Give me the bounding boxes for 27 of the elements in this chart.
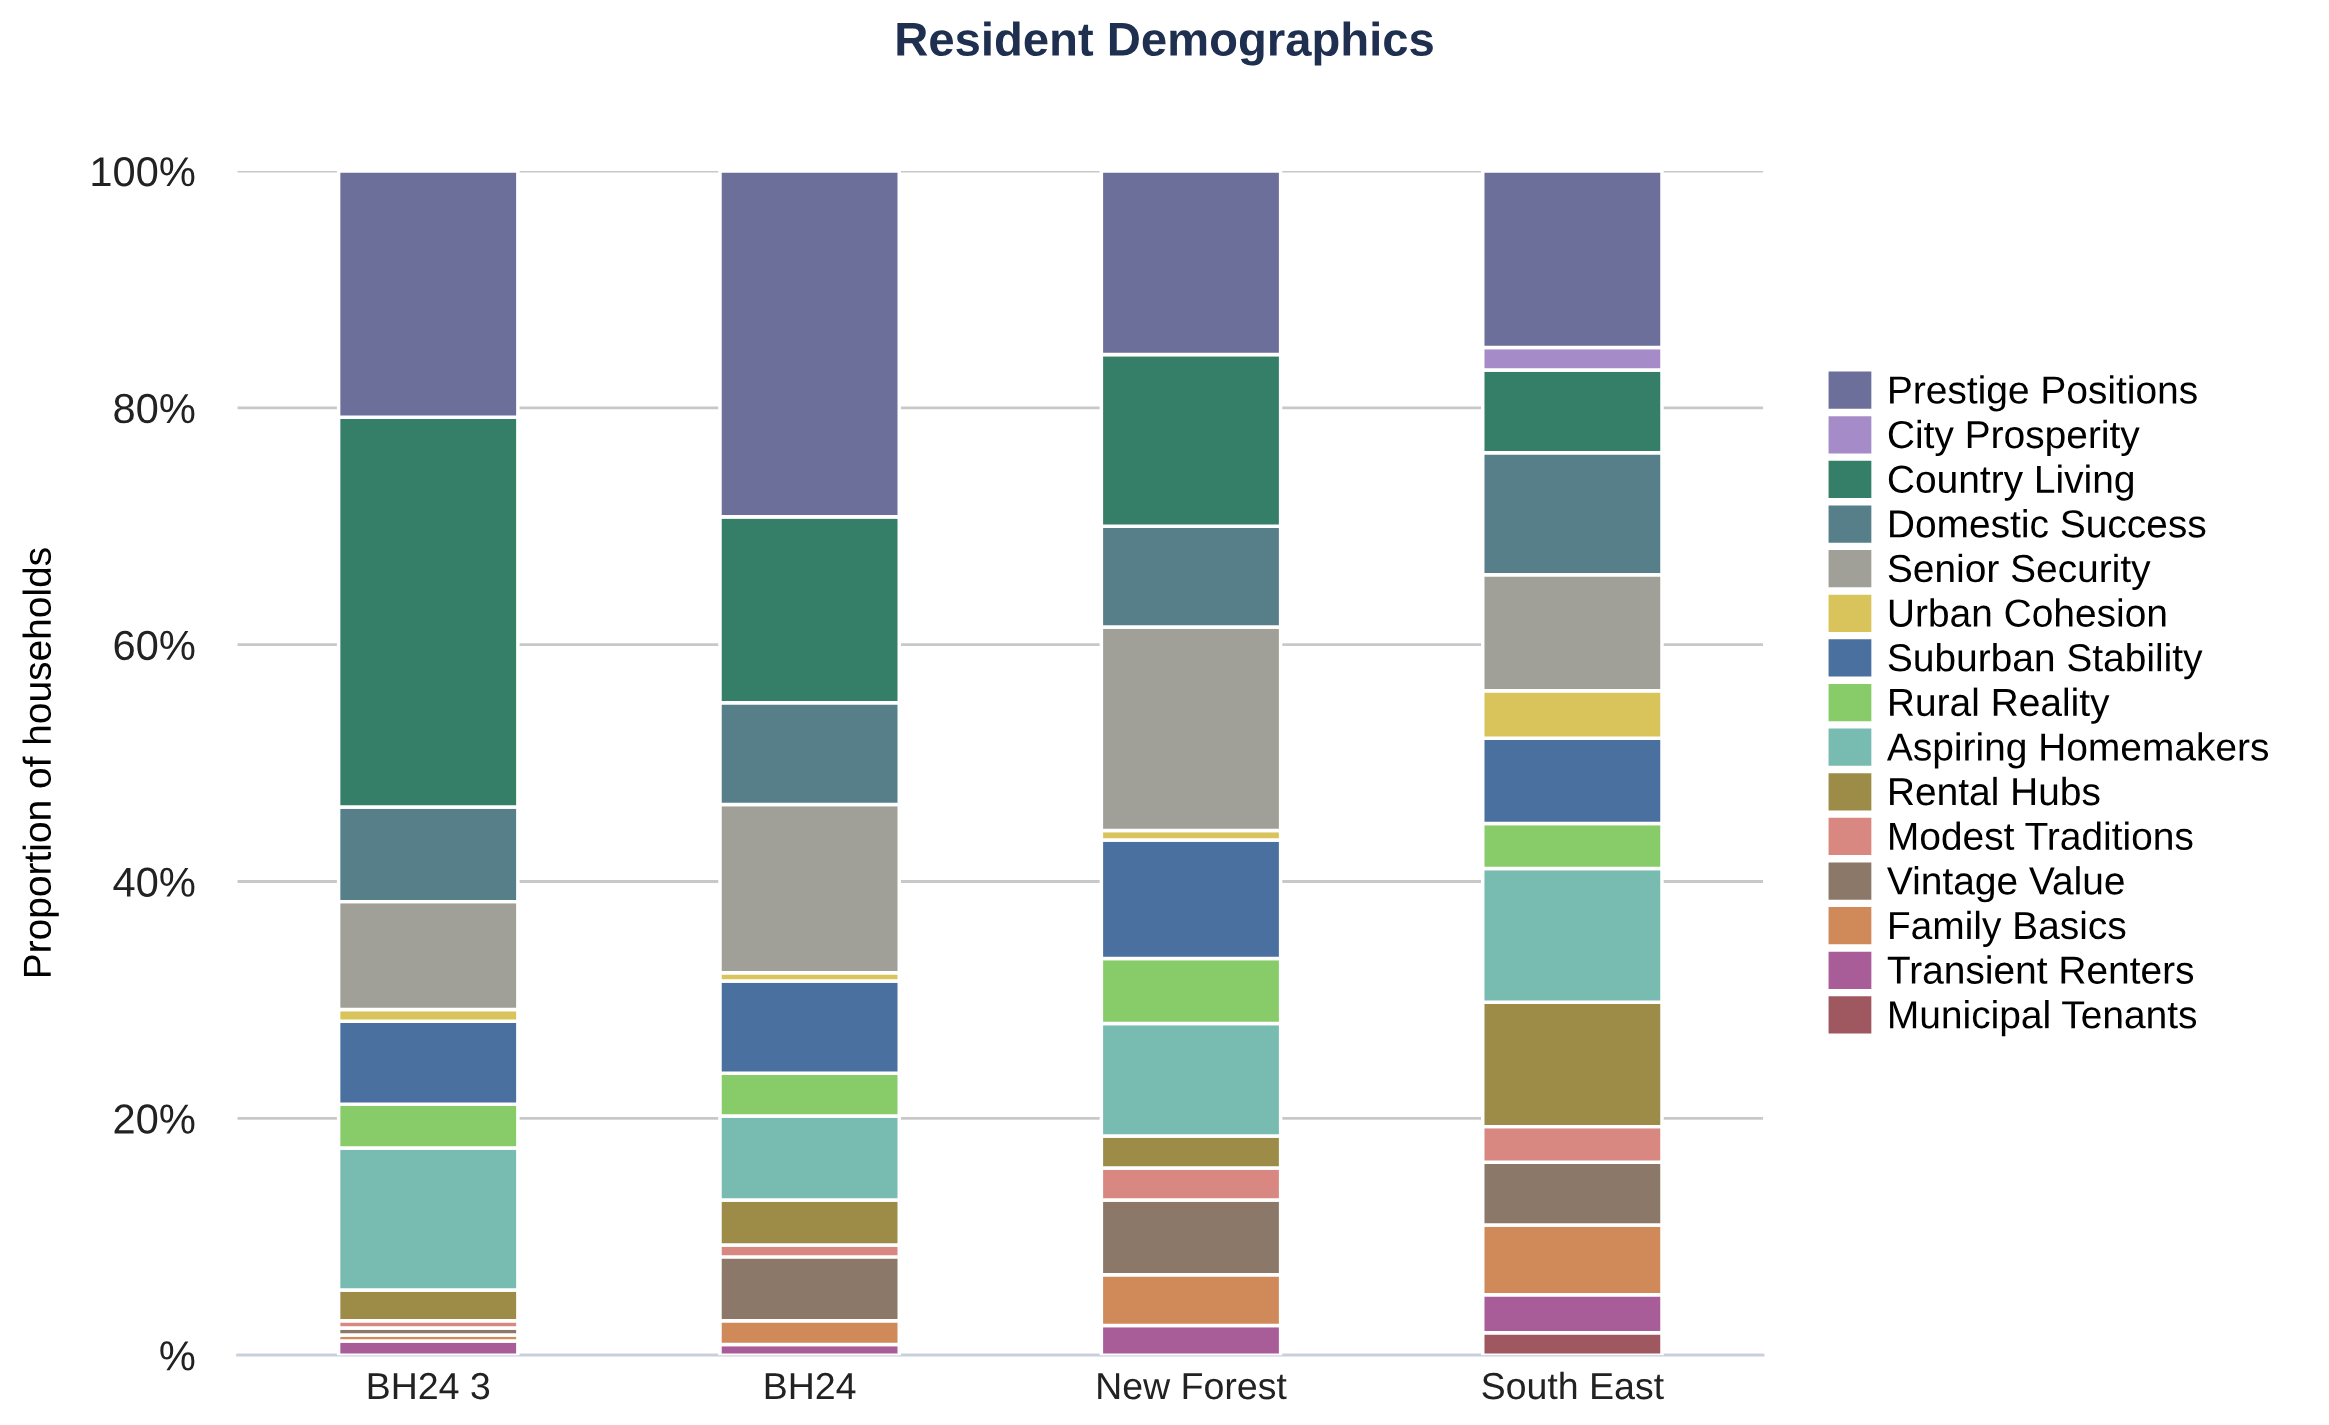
legend-label: Municipal Tenants [1890,999,2197,1037]
legend-label: Aspiring Homemakers [1886,732,2269,769]
legend-label: Transient Renters [1887,955,2194,984]
y-axis-title: Proportion of households [22,548,59,977]
x-tick-label: BH24 [765,1372,856,1400]
y-tick-label: 80% [114,393,195,424]
legend-label: City Prosperity [1888,419,2140,457]
legend-label: Suburban Stability [1888,642,2203,680]
legend-label: Senior Security [1888,553,2151,590]
legend-label: Country Living [1888,464,2133,501]
chart-title: Resident Demographics [897,21,1433,66]
legend-label: Family Basics [1890,910,2126,947]
legend-label: Rental Hubs [1890,776,2100,806]
y-tick-label: % [160,1341,195,1371]
y-tick-label: 40% [113,867,195,898]
legend-label: Urban Cohesion [1889,598,2166,627]
x-tick-label: New Forest [1098,1373,1287,1400]
x-tick-label: South East [1482,1371,1664,1400]
y-tick-label: 60% [114,630,195,661]
y-tick-label: 100% [92,157,195,187]
legend-label: Modest Traditions [1890,821,2193,851]
x-tick-label: BH24 3 [368,1372,490,1400]
legend-label: Rural Reality [1890,687,2110,724]
legend-label: Prestige Positions [1890,375,2197,412]
y-tick-label: 20% [114,1104,195,1134]
legend-label: Vintage Value [1887,866,2124,903]
legend-label: Domestic Success [1890,509,2206,538]
